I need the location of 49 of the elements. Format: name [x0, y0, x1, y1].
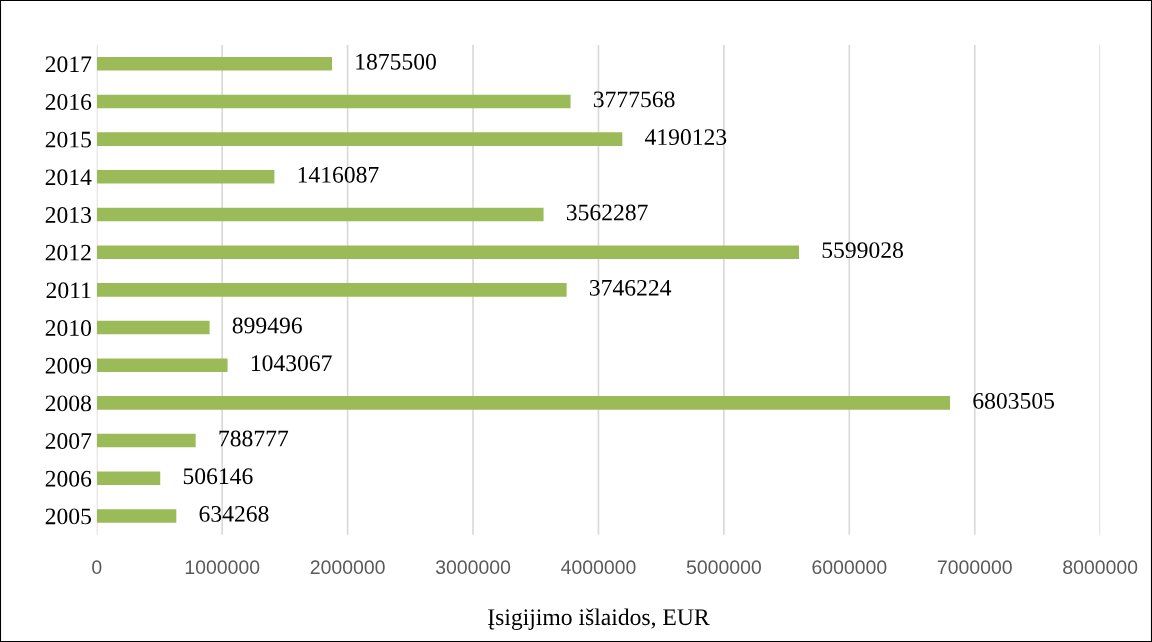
- y-tick-label: 2016: [45, 93, 92, 110]
- x-tick-label: 6000000: [812, 560, 887, 575]
- data-label: 506146: [183, 468, 253, 485]
- y-tick-label: 2014: [45, 169, 92, 186]
- bar: [96, 471, 161, 486]
- bar: [96, 132, 623, 146]
- x-tick-label: 0: [92, 560, 102, 575]
- y-tick-label: 2006: [45, 470, 92, 487]
- bar: [96, 57, 332, 71]
- x-tick-label: 8000000: [1063, 560, 1138, 575]
- bar: [96, 433, 196, 448]
- x-tick-label: 7000000: [937, 560, 1012, 575]
- bar: [96, 320, 210, 335]
- y-tick-label: 2015: [45, 131, 91, 148]
- data-label: 3777568: [593, 91, 675, 108]
- data-label: 899496: [232, 317, 302, 334]
- data-label: 1043067: [251, 355, 332, 372]
- y-tick-label: 2012: [45, 244, 91, 261]
- y-tick-label: 2005: [45, 508, 91, 525]
- y-tick-label: 2010: [45, 320, 92, 336]
- x-tick-label: 4000000: [561, 560, 636, 575]
- x-axis-title: Įsigijimo išlaidos, EUR: [488, 608, 710, 630]
- x-tick-label: 3000000: [435, 560, 511, 575]
- data-label: 1875500: [356, 53, 436, 70]
- y-tick-label: 2011: [46, 282, 91, 299]
- bar: [96, 358, 228, 373]
- data-label: 1416087: [298, 166, 379, 183]
- data-label: 3562287: [566, 204, 648, 221]
- x-tick-label: 2000000: [310, 560, 385, 575]
- bar: [96, 94, 571, 109]
- bar: [96, 509, 177, 523]
- y-tick-label: 2017: [45, 56, 92, 73]
- data-label: 4190123: [644, 129, 727, 146]
- y-tick-label: 2013: [45, 206, 91, 223]
- y-tick-label: 2008: [45, 395, 92, 412]
- data-label: 634268: [199, 505, 269, 522]
- data-label: 3746224: [589, 279, 672, 296]
- x-tick-label: 1000000: [185, 560, 260, 575]
- bar: [96, 245, 800, 259]
- bar: [96, 396, 951, 410]
- bar: [96, 170, 275, 184]
- data-label: 788777: [219, 430, 289, 447]
- y-tick-label: 2009: [45, 357, 91, 374]
- bar: [96, 207, 544, 222]
- y-tick-label: 2007: [45, 433, 92, 450]
- data-label: 5599028: [822, 242, 903, 259]
- bar: [96, 283, 567, 297]
- x-tick-label: 5000000: [686, 560, 761, 575]
- data-label: 6803505: [973, 392, 1055, 409]
